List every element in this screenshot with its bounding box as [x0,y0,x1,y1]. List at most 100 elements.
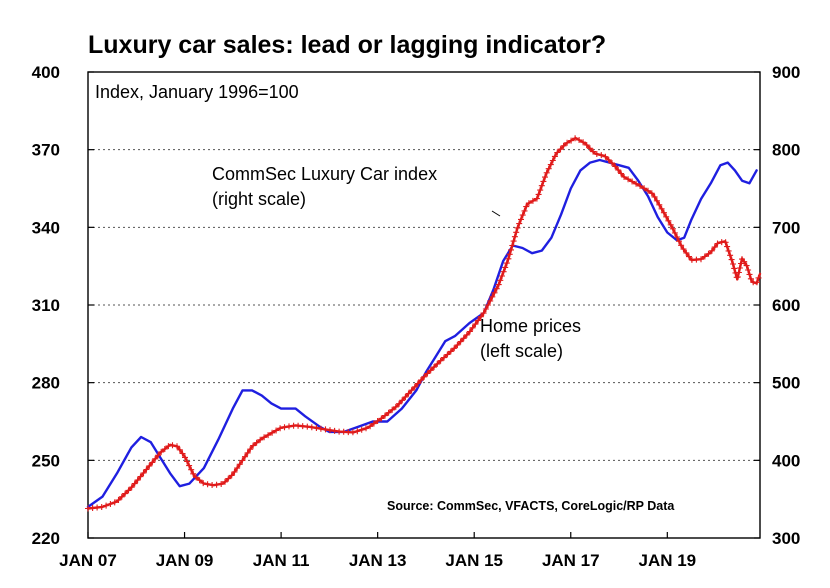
car-index-marker [533,195,540,202]
car-index-marker [543,169,550,176]
car-index-marker [523,203,530,210]
car-index-marker [98,504,105,510]
car-index-marker [253,439,260,446]
car-index-marker [576,137,583,143]
car-index-marker [111,499,118,506]
car-index-marker [493,285,500,292]
car-index-marker [382,412,388,419]
car-index-marker [475,317,482,324]
car-index-marker [161,446,168,452]
car-index-marker [193,474,199,481]
car-index-marker [586,145,593,152]
car-index-marker [396,400,403,407]
car-index-marker [236,461,243,468]
car-index-marker [405,390,412,397]
car-index-marker [671,229,678,236]
left-tick-label: 400 [32,63,60,82]
car-index-marker [131,480,138,487]
chart-title: Luxury car sales: lead or lagging indica… [88,31,606,59]
car-index-marker [204,481,211,488]
left-tick-label: 220 [32,529,60,548]
car-index-marker [545,165,552,172]
car-index-marker [482,306,489,312]
car-index-marker [629,178,636,185]
car-index-marker [231,468,238,475]
home-prices-label-line1: Home prices [480,316,581,336]
car-index-marker [466,328,473,335]
car-index-marker [313,425,320,431]
car-index-marker [115,497,122,503]
car-index-marker [158,448,165,455]
series-layer [85,135,762,512]
car-index-marker [331,427,338,434]
car-index-marker [125,487,132,494]
source-note: Source: CommSec, VFACTS, CoreLogic/RP Da… [387,499,675,513]
car-index-marker [200,480,207,487]
car-index-marker [155,452,162,459]
car-index-marker [327,427,333,434]
car-index-marker [669,225,676,232]
right-tick-label: 400 [772,451,800,470]
left-axis-label: Index, January 1996=100 [95,82,299,102]
car-index-marker [213,481,220,488]
car-index-marker [149,459,156,466]
x-tick-label: JAN 13 [349,551,407,570]
car-index-marker [625,176,632,183]
car-index-marker [477,313,484,320]
car-index-marker [186,462,193,469]
car-index-marker [542,174,548,181]
car-index-marker [660,209,667,216]
car-index-marker [678,242,685,249]
car-index-marker [683,249,690,256]
car-index-marker [698,256,704,263]
car-index-marker [107,501,114,507]
car-index-marker [747,275,754,282]
car-index-marker [418,377,424,384]
car-index-marker [179,450,186,457]
car-index-marker [495,281,502,288]
car-index-marker [234,465,241,472]
car-index-marker [701,253,708,260]
car-index-marker [560,142,567,149]
car-index-marker [457,338,464,345]
car-index-marker [598,152,605,159]
car-index-marker [374,418,381,424]
car-index-marker [286,423,292,430]
car-index-marker [724,243,731,250]
x-tick-label: JAN 07 [59,551,117,570]
car-index-label-line1: CommSec Luxury Car index [212,164,437,184]
car-index-marker [174,443,180,450]
car-index-marker [378,415,385,422]
car-index-marker [367,423,374,430]
car-index-marker [308,424,315,431]
car-index-marker [583,142,590,148]
car-index-marker [222,478,228,485]
car-index-marker [128,484,135,491]
car-index-marker [714,240,721,247]
car-index-marker [392,403,399,410]
car-index-marker [244,449,251,456]
car-index-marker [184,458,191,465]
car-index-marker [637,183,644,189]
car-index-marker [354,428,361,435]
car-index-marker [580,139,587,146]
car-index-marker [122,490,129,497]
car-index-marker [103,502,110,509]
car-index-marker [250,442,257,449]
car-index-marker [242,453,248,460]
car-index-marker [564,139,571,146]
car-index-marker [322,426,329,433]
car-index-marker [728,256,735,263]
left-tick-label: 250 [32,451,60,470]
car-index-marker [525,200,532,207]
car-index-marker [485,302,491,308]
car-index-marker [228,472,235,479]
x-tick-label: JAN 17 [542,551,600,570]
car-index-marker [618,170,625,177]
car-index-label-line2: (right scale) [212,189,306,209]
car-index-marker [572,135,579,142]
car-index-marker [134,477,141,484]
car-index-pointer [491,210,501,217]
car-index-marker [265,432,272,439]
